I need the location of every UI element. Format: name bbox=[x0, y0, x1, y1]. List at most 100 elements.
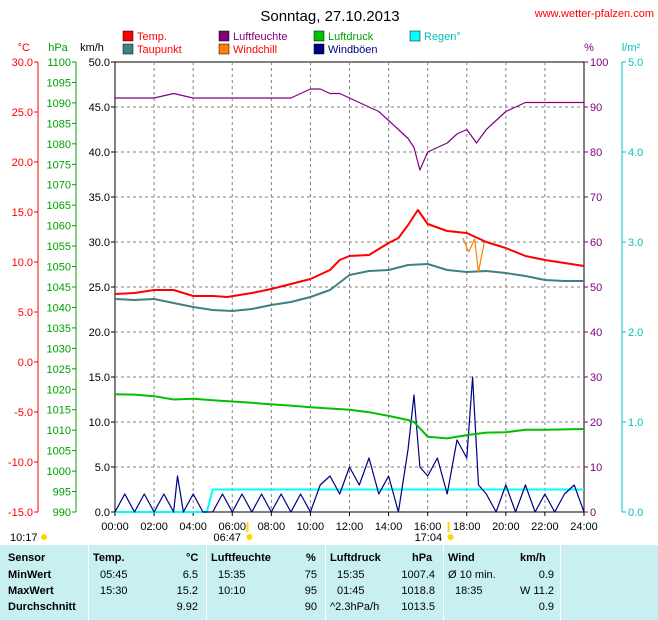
humidity-tick-label: 40 bbox=[590, 327, 602, 339]
pressure-tick-label: 1000 bbox=[47, 466, 71, 478]
humidity-tick-label: 60 bbox=[590, 237, 602, 249]
sun-icon bbox=[41, 534, 47, 540]
series-windb-en bbox=[114, 376, 585, 513]
x-tick-label: 10:00 bbox=[297, 521, 325, 533]
wind-tick-label: 50.0 bbox=[89, 57, 110, 69]
stats-row-average: Durchschnitt 9.92 90 ^2.3hPa/h 1013.5 0.… bbox=[0, 600, 560, 616]
header-humidity-unit: % bbox=[306, 552, 316, 564]
temp-tick-label: 5.0 bbox=[18, 307, 33, 319]
wind-tick-label: 0.0 bbox=[95, 507, 110, 519]
x-tick-label: 24:00 bbox=[570, 521, 598, 533]
legend-label: Taupunkt bbox=[137, 44, 182, 56]
pressure-time: 15:35 bbox=[337, 569, 365, 581]
pressure-tick-label: 1070 bbox=[47, 180, 71, 192]
stats-header-row: Sensor Temp. °C Luftfeuchte % Luftdruck … bbox=[0, 551, 560, 567]
series-windchill bbox=[462, 237, 485, 273]
header-humidity: Luftfeuchte bbox=[211, 552, 271, 564]
rain-tick-label: 3.0 bbox=[628, 237, 643, 249]
wind-tick-label: 30.0 bbox=[89, 237, 110, 249]
temp-value: 6.5 bbox=[182, 569, 198, 581]
humidity-tick-label: 10 bbox=[590, 462, 602, 474]
stats-row-max: MaxWert 15:30 15.2 10:10 95 01:45 1018.8… bbox=[0, 584, 560, 600]
rain-tick-label: 1.0 bbox=[628, 417, 643, 429]
temp-value: 9.92 bbox=[176, 601, 198, 613]
pressure-tick-label: 1075 bbox=[47, 159, 71, 171]
wind-tick-label: 5.0 bbox=[95, 462, 110, 474]
series-luftdruck bbox=[114, 393, 585, 440]
rain-tick-label: 2.0 bbox=[628, 327, 643, 339]
pressure-tick-label: 1090 bbox=[47, 98, 71, 110]
wind-time: 18:35 bbox=[455, 585, 483, 597]
header-temp-unit: °C bbox=[186, 552, 199, 564]
series-layer bbox=[114, 88, 585, 513]
wind-tick-label: 25.0 bbox=[89, 282, 110, 294]
temp-tick-label: -15.0 bbox=[8, 507, 33, 519]
wind-tick-label: 40.0 bbox=[89, 147, 110, 159]
pressure-tick-label: 1095 bbox=[47, 77, 71, 89]
series-regen bbox=[115, 488, 584, 513]
statistics-table: Sensor Temp. °C Luftfeuchte % Luftdruck … bbox=[0, 545, 658, 620]
legend-swatch bbox=[122, 30, 134, 42]
legend-swatch bbox=[218, 43, 230, 55]
temp-time: 15:30 bbox=[100, 585, 128, 597]
pressure-tick-label: 1045 bbox=[47, 282, 71, 294]
header-sensor: Sensor bbox=[8, 552, 46, 564]
series-luftfeuchte bbox=[115, 88, 584, 171]
legend-label: Windböen bbox=[328, 44, 378, 56]
pressure-tick-label: 995 bbox=[53, 487, 71, 499]
legend-label: Regen° bbox=[424, 31, 461, 43]
sun-marker-label: 17:04 bbox=[415, 532, 443, 544]
pressure-tick-label: 1020 bbox=[47, 384, 71, 396]
weather-chart: Sonntag, 27.10.2013 www.wetter-pfalzen.c… bbox=[8, 8, 654, 544]
stats-row-min: MinWert 05:45 6.5 15:35 75 15:35 1007.4 … bbox=[0, 568, 560, 584]
humidity-value: 95 bbox=[304, 585, 317, 597]
temp-tick-label: 15.0 bbox=[12, 207, 33, 219]
x-tick-label: 12:00 bbox=[336, 521, 364, 533]
sun-marker-label: 10:17 bbox=[10, 532, 38, 544]
temp-axis-unit: °C bbox=[18, 42, 30, 54]
x-tick-label: 14:00 bbox=[375, 521, 403, 533]
wind-value: 0.9 bbox=[538, 601, 554, 613]
header-pressure: Luftdruck bbox=[330, 552, 381, 564]
pressure-value: 1018.8 bbox=[401, 585, 435, 597]
x-tick-label: 22:00 bbox=[531, 521, 559, 533]
temp-tick-label: 10.0 bbox=[12, 257, 33, 269]
humidity-tick-label: 0 bbox=[590, 507, 596, 519]
legend-label: Temp. bbox=[137, 31, 167, 43]
wind-tick-label: 15.0 bbox=[89, 372, 110, 384]
legend-swatch bbox=[122, 43, 134, 55]
site-link[interactable]: www.wetter-pfalzen.com bbox=[534, 8, 654, 20]
pressure-axis-unit: hPa bbox=[48, 42, 68, 54]
pressure-tick-label: 1060 bbox=[47, 221, 71, 233]
legend-label: Luftfeuchte bbox=[233, 31, 287, 43]
wind-tick-label: 45.0 bbox=[89, 102, 110, 114]
legend-label: Luftdruck bbox=[328, 31, 374, 43]
row-label: MaxWert bbox=[8, 585, 54, 597]
rain-axis-unit: l/m² bbox=[622, 42, 641, 54]
humidity-tick-label: 80 bbox=[590, 147, 602, 159]
pressure-tick-label: 1040 bbox=[47, 302, 71, 314]
axes: °C 30.0 25.0 20.0 15.0 10.0 5.0 0.0 -5.0 -10.0 -15… bbox=[8, 42, 643, 544]
pressure-value: 1013.5 bbox=[401, 601, 435, 613]
temp-value: 15.2 bbox=[176, 585, 198, 597]
rain-tick-label: 0.0 bbox=[628, 507, 643, 519]
legend-label: Windchill bbox=[233, 44, 277, 56]
x-tick-label: 18:00 bbox=[453, 521, 481, 533]
x-tick-label: 16:00 bbox=[414, 521, 442, 533]
header-wind-unit: km/h bbox=[520, 552, 546, 564]
temp-tick-label: 0.0 bbox=[18, 357, 33, 369]
header-pressure-unit: hPa bbox=[412, 552, 433, 564]
temp-tick-label: 25.0 bbox=[12, 107, 33, 119]
legend-swatch bbox=[409, 30, 421, 42]
legend-swatch bbox=[218, 30, 230, 42]
humidity-tick-label: 70 bbox=[590, 192, 602, 204]
x-tick-label: 08:00 bbox=[258, 521, 286, 533]
humidity-tick-label: 50 bbox=[590, 282, 602, 294]
humidity-time: 15:35 bbox=[218, 569, 246, 581]
grid bbox=[114, 61, 585, 513]
pressure-tick-label: 1010 bbox=[47, 425, 71, 437]
x-tick-label: 06:00 bbox=[218, 521, 246, 533]
wind-tick-label: 10.0 bbox=[89, 417, 110, 429]
humidity-tick-label: 90 bbox=[590, 102, 602, 114]
